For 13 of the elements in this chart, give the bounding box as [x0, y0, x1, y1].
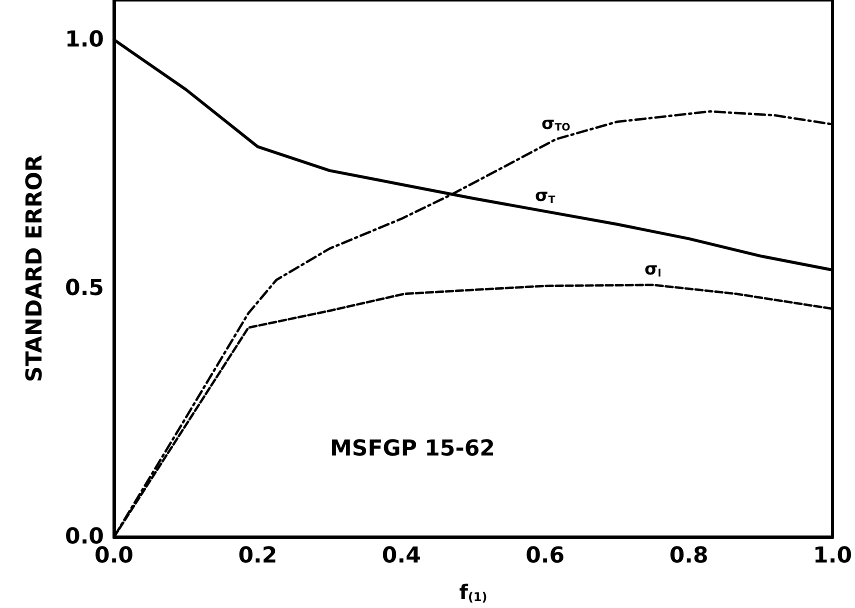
- annotation: MSFGP 15-62: [330, 436, 495, 462]
- y-tick-label: 0.5: [65, 276, 104, 301]
- series-label: σTO: [541, 114, 571, 134]
- x-tick-label: 0.4: [382, 544, 421, 568]
- series-label: σl: [644, 260, 662, 280]
- x-axis-title: f(1): [459, 580, 488, 604]
- x-tick-label: 0.2: [238, 544, 278, 568]
- x-tick-label: 0.6: [526, 544, 565, 568]
- y-tick-label: 1.0: [65, 27, 104, 52]
- y-axis-title: STANDARD ERROR: [22, 154, 48, 382]
- x-tick-label: 1.0: [813, 544, 852, 568]
- x-tick-label: 0.8: [669, 544, 708, 568]
- series-label: σT: [535, 186, 556, 206]
